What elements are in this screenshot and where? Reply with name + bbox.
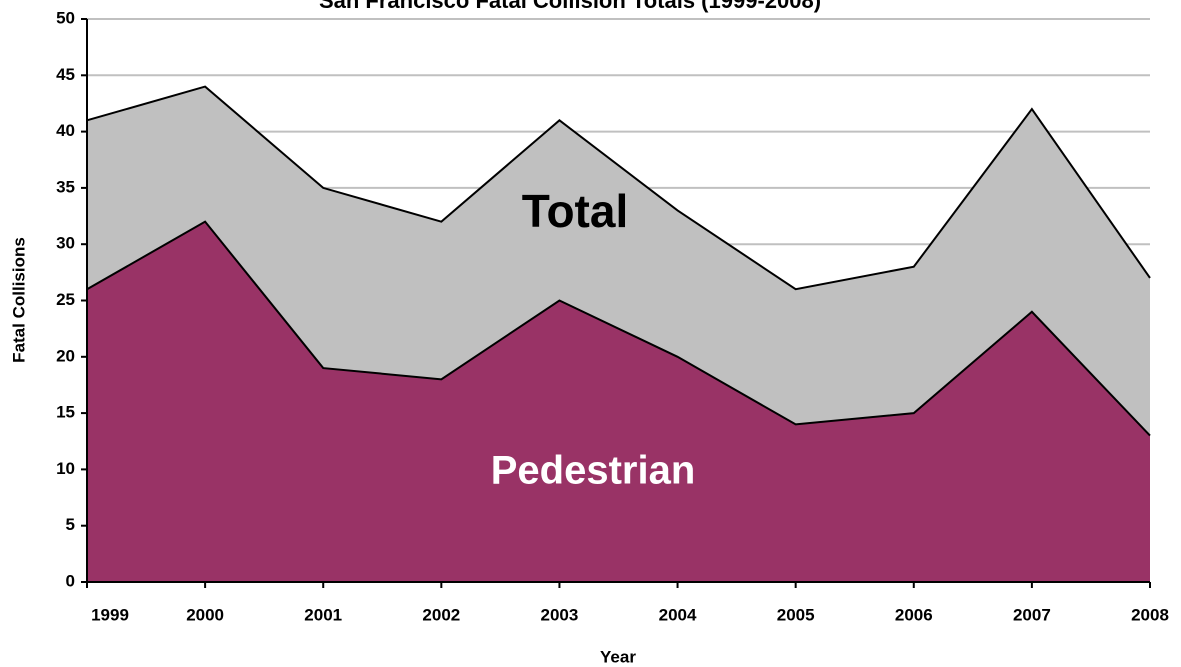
area-line [86, 85, 1151, 291]
x-tick-label: 2004 [659, 605, 697, 624]
y-tick-label: 10 [56, 459, 75, 478]
area [87, 221, 1150, 582]
y-tick-label: 30 [56, 234, 75, 253]
x-tick-label: 2007 [1013, 605, 1051, 624]
x-tick-label: 2008 [1131, 605, 1169, 624]
chart-title: San Francisco Fatal Collision Totals (19… [319, 0, 821, 13]
y-tick-label: 45 [56, 65, 75, 84]
x-tick-label: 2000 [186, 605, 224, 624]
x-tick-label: 2001 [304, 605, 342, 624]
x-tick-label: 2006 [895, 605, 933, 624]
y-tick-label: 20 [56, 346, 75, 365]
x-tick-label: 2003 [541, 605, 579, 624]
y-tick-label: 15 [56, 403, 75, 422]
y-tick-label: 35 [56, 177, 75, 196]
area-line [86, 220, 1151, 437]
y-tick-label: 50 [56, 8, 75, 27]
series-label: Total [522, 185, 628, 237]
x-tick-label: 2005 [777, 605, 815, 624]
y-tick-label: 0 [66, 571, 75, 590]
series-label: Pedestrian [491, 449, 696, 493]
x-axis-label: Year [600, 647, 636, 666]
y-axis-label: Fatal Collisions [9, 237, 28, 363]
y-tick-label: 25 [56, 290, 75, 309]
x-tick-label: 2002 [422, 605, 460, 624]
y-tick-label: 5 [66, 515, 75, 534]
x-tick-label: 1999 [91, 605, 129, 624]
y-tick-label: 40 [56, 121, 75, 140]
